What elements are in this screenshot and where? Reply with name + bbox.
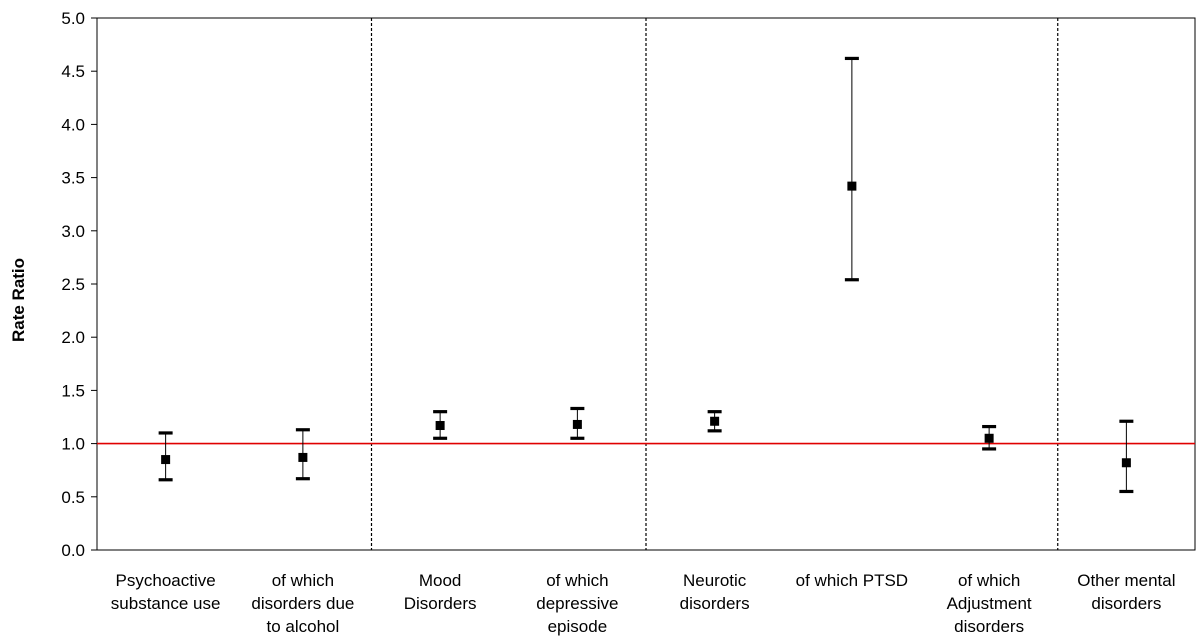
data-point: [298, 452, 308, 462]
category-label-line: disorders: [1091, 594, 1161, 613]
y-axis-label: Rate Ratio: [9, 258, 28, 342]
category-label-line: Mood: [419, 571, 462, 590]
category-label: of which PTSD: [796, 571, 908, 590]
y-tick-label: 5.0: [61, 9, 85, 28]
x-axis-labels: Psychoactive substance use of which disorde…: [111, 571, 1176, 636]
data-point: [984, 433, 994, 443]
category-label: Neurotic disorders: [680, 571, 750, 613]
data-point: [710, 416, 720, 426]
category-label-line: depressive: [536, 594, 618, 613]
y-tick-label: 0.5: [61, 488, 85, 507]
data-point: [572, 419, 582, 429]
data-point: [435, 421, 445, 431]
category-label-line: episode: [548, 617, 608, 636]
y-tick-label: 0.0: [61, 541, 85, 560]
data-point: [1121, 458, 1131, 468]
data-point: [847, 181, 857, 191]
group-separators: [370, 18, 1059, 550]
category-label-line: of which: [958, 571, 1020, 590]
y-axis: 0.0 0.5 1.0 1.5 2.0 2.5 3.0 3.5 4.0 4.5 5.0: [61, 9, 97, 560]
category-label: of which depressive episode: [536, 571, 618, 636]
y-tick-label: 4.0: [61, 115, 85, 134]
category-label-line: substance use: [111, 594, 221, 613]
category-label-line: disorders: [680, 594, 750, 613]
data-marks: [158, 56, 1134, 494]
y-tick-label: 1.5: [61, 381, 85, 400]
y-tick-label: 2.0: [61, 328, 85, 347]
y-tick-label: 3.0: [61, 222, 85, 241]
y-tick-label: 1.0: [61, 435, 85, 454]
y-tick-label: 2.5: [61, 275, 85, 294]
y-tick-label: 4.5: [61, 62, 85, 81]
category-label-line: Neurotic: [683, 571, 747, 590]
category-label-line: Adjustment: [947, 594, 1032, 613]
category-label: Other mental disorders: [1077, 571, 1175, 613]
category-label-line: to alcohol: [266, 617, 339, 636]
category-label-line: Other mental: [1077, 571, 1175, 590]
y-tick-label: 3.5: [61, 169, 85, 188]
category-label: of which disorders due to alcohol: [251, 571, 354, 636]
category-label: Psychoactive substance use: [111, 571, 221, 613]
category-label-line: disorders due: [251, 594, 354, 613]
category-label-line: disorders: [954, 617, 1024, 636]
category-label-line: Disorders: [404, 594, 477, 613]
category-label-line: of which PTSD: [796, 571, 908, 590]
category-label: of which Adjustment disorders: [947, 571, 1032, 636]
category-label-line: Psychoactive: [116, 571, 216, 590]
data-point: [161, 455, 171, 465]
category-label-line: of which: [546, 571, 608, 590]
category-label-line: of which: [272, 571, 334, 590]
category-label: Mood Disorders: [404, 571, 477, 613]
